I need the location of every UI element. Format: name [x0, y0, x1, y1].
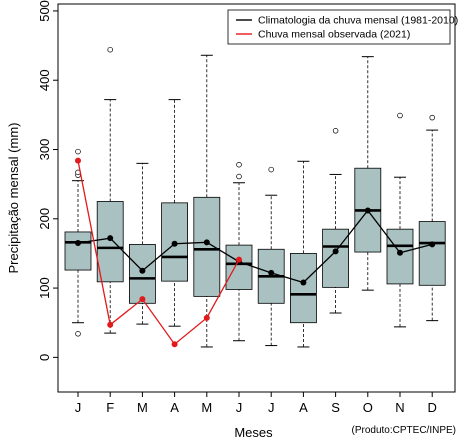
- series-point: [429, 241, 436, 248]
- x-tick-label: S: [331, 400, 340, 415]
- legend-box: [227, 9, 451, 45]
- box: [193, 196, 221, 297]
- y-tick-label: 300: [37, 139, 52, 161]
- box: [386, 228, 414, 285]
- y-tick-label: 500: [37, 0, 52, 22]
- y-tick-label: 100: [37, 277, 52, 299]
- series-point: [332, 248, 339, 255]
- box: [225, 244, 253, 290]
- outlier-point: [397, 112, 403, 119]
- box: [64, 231, 92, 271]
- series-line: [77, 160, 240, 346]
- x-axis-title: Meses: [234, 425, 273, 440]
- x-tick-label: N: [395, 400, 404, 415]
- series-point: [171, 341, 178, 348]
- legend-label: Climatologia da chuva mensal (1981-2010): [258, 15, 458, 27]
- plot-frame: [57, 3, 456, 393]
- boxplot-2: [128, 162, 156, 325]
- series-0: [75, 207, 436, 286]
- series-1: [75, 157, 242, 348]
- box: [96, 201, 124, 283]
- outlier-point: [236, 173, 242, 180]
- series-point: [397, 249, 403, 256]
- series-point: [236, 256, 242, 263]
- y-tick-label: 0: [37, 354, 52, 361]
- boxplot-8: [322, 128, 350, 314]
- x-tick-label: M: [201, 400, 212, 415]
- outlier-point: [75, 331, 81, 337]
- y-tick-label: 400: [37, 69, 52, 91]
- boxplot-11: [418, 114, 446, 322]
- legend-label: Chuva mensal observada (2021): [258, 29, 410, 41]
- x-tick-label: D: [428, 400, 437, 415]
- y-axis-title: Precipitação mensal (mm): [6, 123, 21, 274]
- series-point: [268, 269, 275, 276]
- legend: Climatologia da chuva mensal (1981-2010)…: [227, 9, 458, 45]
- x-tick-label: M: [137, 400, 148, 415]
- boxplot-5: [225, 161, 253, 342]
- series-point: [75, 240, 81, 247]
- series-point: [203, 239, 210, 246]
- y-axis: 0 100 200 300 400 500: [37, 0, 58, 361]
- boxplot-6: [257, 166, 285, 347]
- box: [128, 244, 156, 304]
- boxplot-10: [386, 112, 414, 328]
- series-point: [364, 207, 371, 214]
- series-point: [139, 267, 146, 274]
- series-point: [300, 279, 307, 286]
- boxplot-9: [354, 56, 382, 291]
- boxplot-3: [161, 99, 189, 327]
- y-tick-label: 200: [37, 208, 52, 230]
- boxplot-4: [193, 54, 221, 348]
- series-point: [107, 235, 114, 242]
- series-lines: [75, 157, 436, 348]
- x-tick-label: A: [299, 400, 308, 415]
- x-tick-label: F: [106, 400, 114, 415]
- x-tick-label: A: [170, 400, 179, 415]
- series-point: [171, 240, 178, 247]
- boxplot-1: [96, 46, 124, 334]
- outlier-point: [75, 148, 81, 155]
- outlier-point: [236, 161, 242, 168]
- box: [322, 228, 350, 288]
- series-point: [75, 157, 81, 164]
- x-tick-label: O: [363, 400, 373, 415]
- series-point: [107, 321, 114, 328]
- chart-frame-group: [57, 3, 456, 393]
- x-tick-label: J: [236, 400, 243, 415]
- boxplot-7: [289, 160, 317, 348]
- outlier-point: [268, 166, 274, 173]
- outlier-point: [332, 128, 339, 134]
- box: [289, 253, 317, 324]
- box: [418, 221, 446, 286]
- series-line: [77, 209, 433, 284]
- outlier-point: [429, 114, 435, 121]
- series-point: [139, 296, 146, 303]
- x-tick-label: J: [268, 400, 275, 415]
- boxplots: [64, 46, 446, 348]
- outlier-point: [107, 46, 113, 53]
- x-tick-label: J: [75, 400, 82, 415]
- credit-text: (Produto:CPTEC/INPE): [352, 425, 456, 436]
- series-point: [203, 314, 210, 321]
